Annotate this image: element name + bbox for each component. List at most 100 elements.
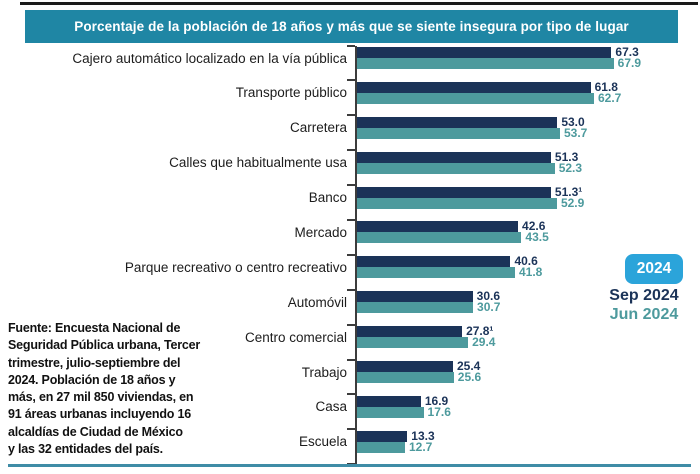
bar-sep-2024 xyxy=(357,361,453,373)
source-note-line: trimestre, julio-septiembre del xyxy=(8,355,181,370)
axis-tick xyxy=(347,114,355,117)
chart-row: Carretera 53.0 53.7 xyxy=(0,114,700,151)
value-label: 40.6 xyxy=(514,254,538,269)
value-label: 53.7 xyxy=(563,125,588,140)
value-label: 51.3¹ xyxy=(554,184,583,199)
value-label: 61.8 xyxy=(594,79,618,94)
bar-line: 29.4 xyxy=(357,335,700,350)
axis-tick xyxy=(347,149,355,152)
bar-jun-2024 xyxy=(357,337,469,349)
value-label: 17.6 xyxy=(427,404,451,419)
bar-jun-2024 xyxy=(357,127,560,139)
value-label: 12.7 xyxy=(409,439,433,454)
category-label: Banco xyxy=(308,190,347,206)
axis-tick xyxy=(347,393,355,396)
bar-jun-2024 xyxy=(357,441,405,453)
bar-line: 16.9 xyxy=(357,393,700,408)
legend-item-sep-2024: Sep 2024 xyxy=(609,287,679,304)
chart-row: Transporte público 61.8 62.7 xyxy=(0,79,700,116)
bar-jun-2024 xyxy=(357,92,594,104)
category-label: Mercado xyxy=(294,224,347,240)
bar-group: 13.3 12.7 xyxy=(347,428,700,465)
axis-tick xyxy=(347,79,355,82)
axis-tick xyxy=(347,218,355,221)
bar-group: 30.6 30.7 xyxy=(347,288,700,325)
bar-group: 53.0 53.7 xyxy=(347,114,700,151)
value-label: 25.6 xyxy=(457,370,482,385)
chart-row: Centro comercial 27.8¹ 29.4 xyxy=(0,323,700,360)
bar-jun-2024 xyxy=(357,232,522,244)
value-label: 43.5 xyxy=(525,230,549,245)
bar-jun-2024 xyxy=(357,302,474,314)
chart-title-band: Porcentaje de la población de 18 años y … xyxy=(25,10,678,43)
bar-sep-2024 xyxy=(357,186,551,198)
bar-sep-2024 xyxy=(357,221,519,233)
bar-sep-2024 xyxy=(357,81,591,93)
category-label: Escuela xyxy=(298,434,347,450)
value-label: 16.9 xyxy=(424,393,449,408)
bar-line: 27.8¹ xyxy=(357,324,700,339)
value-label: 53.0 xyxy=(561,114,585,129)
bar-line: 62.7 xyxy=(357,92,700,104)
bar-line: 30.6 xyxy=(357,289,700,304)
category-label: Transporte público xyxy=(235,85,347,101)
axis-tick xyxy=(347,323,355,326)
category-label: Cajero automático localizado en la vía p… xyxy=(72,50,347,66)
top-rule xyxy=(20,2,698,5)
chart-row: Cajero automático localizado en la vía p… xyxy=(0,44,700,81)
chart-title: Porcentaje de la población de 18 años y … xyxy=(74,19,629,34)
source-note-line: 2024. Población de 18 años y xyxy=(8,372,176,387)
value-label: 52.3 xyxy=(558,160,583,175)
value-label: 30.6 xyxy=(476,289,501,304)
bar-chart: Cajero automático localizado en la vía p… xyxy=(0,44,700,466)
bar-line: 40.6 xyxy=(357,254,700,269)
bar-line: 25.4 xyxy=(357,359,700,374)
source-note-line: y las 32 entidades del país. xyxy=(8,442,163,457)
value-label: 41.8 xyxy=(519,265,543,280)
category-label: Automóvil xyxy=(287,294,347,310)
axis-tick xyxy=(347,358,355,361)
bar-group: 16.9 17.6 xyxy=(347,393,700,430)
value-label: 52.9 xyxy=(560,195,585,210)
bar-sep-2024 xyxy=(357,395,421,407)
value-label: 25.4 xyxy=(457,359,481,374)
bar-line: 43.5 xyxy=(357,230,700,245)
bar-group: 51.3¹ 52.9 xyxy=(347,184,700,220)
bar-sep-2024 xyxy=(357,116,558,128)
bar-sep-2024 xyxy=(357,291,473,303)
bar-line: 17.6 xyxy=(357,404,700,419)
source-note-line: más, en 27 mil 850 viviendas, en xyxy=(8,390,194,405)
bar-jun-2024 xyxy=(357,372,454,384)
source-note-line: Fuente: Encuesta Nacional de xyxy=(8,321,181,335)
axis-tick xyxy=(347,44,355,47)
value-label: 27.8¹ xyxy=(466,324,494,339)
bar-line: 67.9 xyxy=(357,56,700,70)
legend-item-jun-2024: Jun 2024 xyxy=(609,306,679,323)
bar-line: 13.3 xyxy=(357,430,700,442)
chart-row: Casa 16.9 17.6 xyxy=(0,393,700,430)
axis-tick xyxy=(347,253,355,256)
bar-jun-2024 xyxy=(357,58,614,69)
bar-line: 12.7 xyxy=(357,439,700,454)
bottom-rule xyxy=(8,464,691,467)
source-note-line: alcaldías de Ciudad de México xyxy=(8,424,183,439)
source-note-line: Seguridad Pública urbana, Tercer xyxy=(8,338,201,353)
category-label: Carretera xyxy=(289,120,347,136)
bar-line: 61.8 xyxy=(357,79,700,94)
value-label: 29.4 xyxy=(472,335,496,350)
source-note-line: 91 áreas urbanas incluyendo 16 xyxy=(8,407,191,422)
bar-line: 53.7 xyxy=(357,125,700,140)
bar-line: 42.6 xyxy=(357,220,700,233)
bar-group: 67.3 67.9 xyxy=(347,44,700,81)
bar-jun-2024 xyxy=(357,197,557,209)
bar-line: 53.0 xyxy=(357,114,700,129)
value-label: 67.9 xyxy=(617,56,642,70)
category-label: Parque recreativo o centro recreativo xyxy=(124,259,347,275)
bar-line: 52.9 xyxy=(357,195,700,210)
bar-line: 30.7 xyxy=(357,301,700,314)
chart-row: Parque recreativo o centro recreativo 40.… xyxy=(0,253,700,290)
bar-sep-2024 xyxy=(357,326,463,338)
axis-tick xyxy=(347,428,355,431)
bar-sep-2024 xyxy=(357,47,612,58)
bar-line: 52.3 xyxy=(357,160,700,175)
